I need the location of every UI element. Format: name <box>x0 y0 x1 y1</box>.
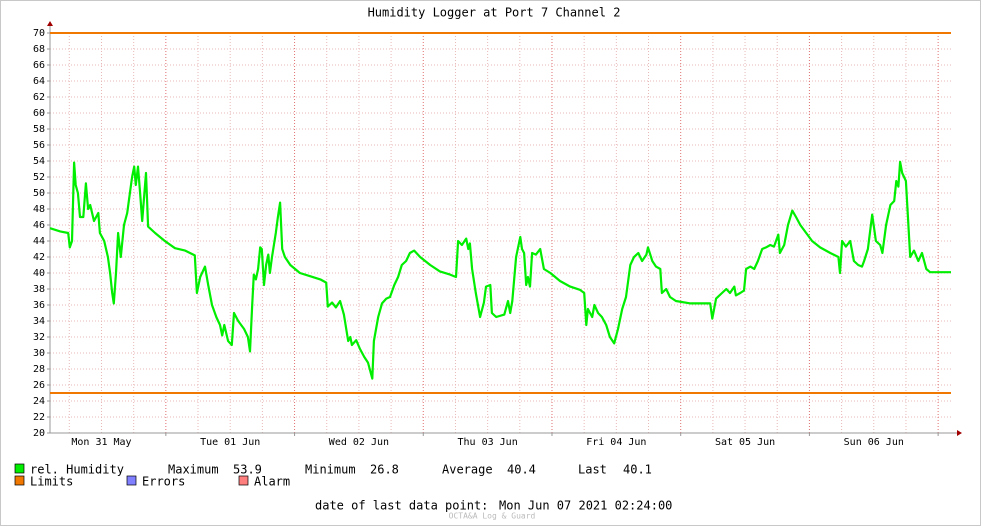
stat-value: 40.4 <box>507 463 536 477</box>
y-tick-label: 26 <box>33 380 45 391</box>
stat-label: Maximum <box>168 463 219 477</box>
x-tick-label: Wed 02 Jun <box>329 437 389 448</box>
y-tick-label: 46 <box>33 220 45 231</box>
y-tick-label: 54 <box>33 156 45 167</box>
stat-value: 26.8 <box>370 463 399 477</box>
legend-label: Limits <box>30 475 73 489</box>
y-tick-label: 36 <box>33 300 45 311</box>
y-tick-label: 40 <box>33 268 45 279</box>
y-tick-label: 60 <box>33 108 45 119</box>
y-tick-label: 48 <box>33 204 45 215</box>
y-tick-label: 32 <box>33 332 45 343</box>
y-axis-arrow <box>47 21 53 26</box>
y-tick-label: 28 <box>33 364 45 375</box>
footer: OCTA&A Log & Guard <box>449 512 536 521</box>
y-tick-label: 20 <box>33 428 45 439</box>
y-tick-label: 22 <box>33 412 45 423</box>
legend-label: Alarm <box>254 475 290 489</box>
stat-label: Last <box>578 463 607 477</box>
y-tick-label: 56 <box>33 140 45 151</box>
last-point-label: date of last data point: <box>315 499 488 513</box>
y-tick-label: 30 <box>33 348 45 359</box>
y-tick-label: 42 <box>33 252 45 263</box>
legend-swatch <box>14 475 25 486</box>
stat-label: Minimum <box>305 463 356 477</box>
data-line <box>49 160 951 380</box>
y-tick-label: 24 <box>33 396 45 407</box>
legend-swatch <box>14 463 25 474</box>
legend-swatch <box>126 475 137 486</box>
x-tick-label: Tue 01 Jun <box>200 437 260 448</box>
y-tick-label: 68 <box>33 44 45 55</box>
legend-swatch <box>238 475 249 486</box>
x-tick-label: Thu 03 Jun <box>458 437 518 448</box>
x-tick-label: Mon 31 May <box>71 437 131 448</box>
y-tick-label: 66 <box>33 60 45 71</box>
chart-title: Humidity Logger at Port 7 Channel 2 <box>368 6 621 20</box>
y-tick-label: 64 <box>33 76 45 87</box>
stat-label: Average <box>442 463 493 477</box>
legend-label: rel. Humidity <box>30 463 124 477</box>
y-tick-label: 44 <box>33 236 45 247</box>
stat-value: 53.9 <box>233 463 262 477</box>
x-tick-label: Sat 05 Jun <box>715 437 775 448</box>
last-point: Mon Jun 07 2021 02:24:00 <box>499 499 672 513</box>
y-tick-label: 50 <box>33 188 45 199</box>
y-tick-label: 58 <box>33 124 45 135</box>
x-tick-label: Sun 06 Jun <box>844 437 904 448</box>
x-tick-label: Fri 04 Jun <box>586 437 646 448</box>
y-tick-label: 70 <box>33 28 45 39</box>
legend-label: Errors <box>142 475 185 489</box>
y-tick-label: 52 <box>33 172 45 183</box>
stat-value: 40.1 <box>623 463 652 477</box>
y-tick-label: 62 <box>33 92 45 103</box>
x-axis-arrow <box>957 430 962 436</box>
y-tick-label: 34 <box>33 316 45 327</box>
y-tick-label: 38 <box>33 284 45 295</box>
